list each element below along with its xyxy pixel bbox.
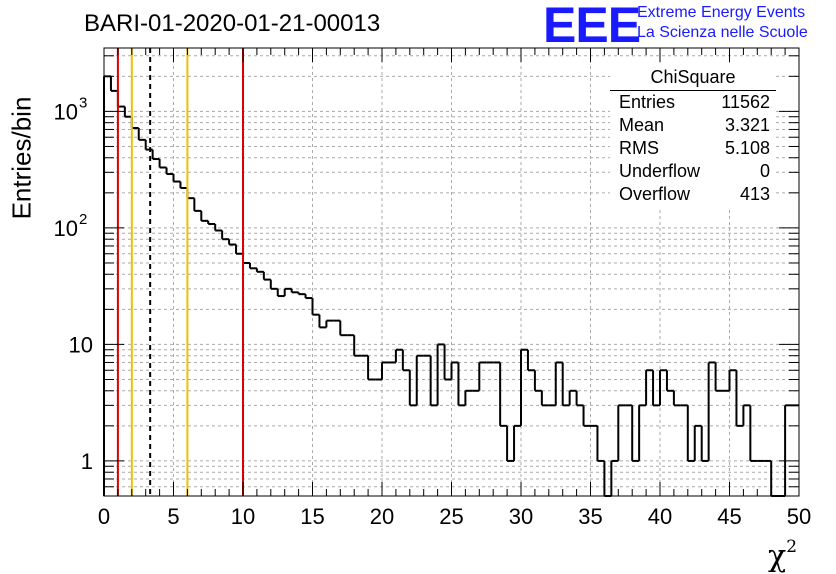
- stats-key: RMS: [619, 138, 659, 158]
- logo-line-2: La Scienza nelle Scuole: [637, 24, 808, 41]
- x-tick-label: 50: [787, 504, 811, 529]
- chart-title: BARI-01-2020-01-21-00013: [84, 10, 381, 37]
- x-tick-label: 20: [370, 504, 394, 529]
- x-tick-label: 35: [578, 504, 602, 529]
- y-tick-label: 1: [81, 449, 93, 474]
- axis-ticks: [103, 48, 800, 497]
- reference-lines: [116, 48, 244, 496]
- stats-box: ChiSquare Entries 11562 Mean 3.321 RMS 5…: [610, 65, 776, 210]
- stats-value: 0: [759, 161, 770, 181]
- stats-box-separator: [610, 90, 776, 91]
- x-tick-labels: 0 5 10 15 20 25 30 35 40 45 50: [98, 504, 811, 529]
- histogram-bins: [103, 75, 799, 497]
- logo-line-1: Extreme Energy Events: [637, 4, 806, 21]
- x-tick-label: 45: [717, 504, 741, 529]
- y-axis-label-box: Entries/bin: [2, 96, 42, 220]
- stats-row-underflow: Underflow 0: [619, 161, 770, 183]
- stats-key: Overflow: [619, 184, 691, 204]
- grid: [104, 48, 799, 496]
- stats-value: 5.108: [724, 138, 770, 158]
- x-tick-label: 25: [439, 504, 463, 529]
- stats-value: 413: [739, 184, 770, 204]
- stats-key: Underflow: [619, 161, 701, 181]
- x-tick-label: 0: [98, 504, 110, 529]
- x-tick-label: 10: [231, 504, 255, 529]
- y-tick-label: 10: [54, 216, 78, 241]
- x-axis-label: χ2: [768, 537, 797, 574]
- stats-value: 3.321: [724, 115, 770, 135]
- x-tick-label: 5: [167, 504, 179, 529]
- y-tick-label-exponent: 2: [79, 211, 87, 228]
- stats-row-entries: Entries 11562: [619, 92, 770, 114]
- y-tick-label: 10: [69, 332, 93, 357]
- stats-row-rms: RMS 5.108: [619, 138, 770, 160]
- stats-row-mean: Mean 3.321: [619, 115, 770, 137]
- eee-logo: EEE: [543, 0, 641, 53]
- x-tick-label: 40: [648, 504, 672, 529]
- stats-key: Mean: [619, 115, 665, 135]
- x-axis-label-base: χ: [768, 539, 787, 574]
- x-tick-label: 30: [509, 504, 533, 529]
- y-axis-label: Entries/bin: [6, 96, 37, 220]
- stats-row-overflow: Overflow 413: [619, 184, 770, 206]
- y-tick-label: 10: [54, 99, 78, 124]
- stats-box-name: ChiSquare: [650, 67, 736, 87]
- stats-value: 11562: [721, 92, 770, 112]
- y-tick-label-exponent: 3: [79, 94, 87, 111]
- stats-key: Entries: [619, 92, 676, 112]
- x-tick-label: 15: [300, 504, 324, 529]
- x-axis-label-exponent: 2: [786, 537, 798, 557]
